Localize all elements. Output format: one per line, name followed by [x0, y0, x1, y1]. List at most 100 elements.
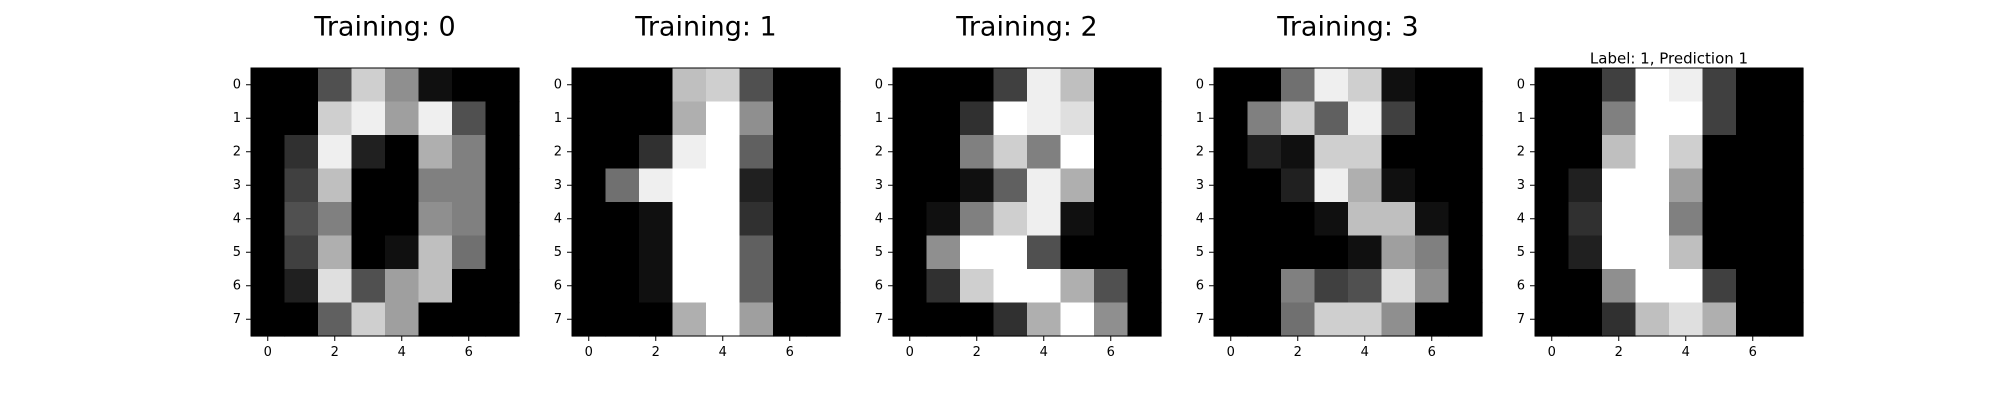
- pixel-cell: [706, 135, 741, 170]
- pixel-cell: [893, 269, 928, 304]
- pixel-cell: [1027, 202, 1062, 237]
- pixel-cell: [1669, 101, 1704, 136]
- pixel-cell: [1214, 135, 1249, 170]
- pixel-cell: [1535, 302, 1570, 337]
- pixel-cell: [385, 135, 420, 170]
- pixel-cell: [251, 135, 286, 170]
- pixel-cell: [418, 101, 453, 136]
- panel-title: Training: 1: [634, 12, 776, 43]
- pixel-cell: [806, 302, 841, 337]
- x-tick-label: 4: [1361, 345, 1369, 360]
- pixel-cell: [739, 235, 774, 270]
- pixel-cell: [1448, 68, 1483, 103]
- pixel-cell: [1448, 202, 1483, 237]
- pixel-cell: [960, 135, 995, 170]
- pixel-cell: [1247, 302, 1282, 337]
- pixel-cell: [1602, 235, 1637, 270]
- pixel-cell: [385, 235, 420, 270]
- x-tick-label: 6: [465, 345, 473, 360]
- pixel-cell: [251, 101, 286, 136]
- pixel-cell: [418, 68, 453, 103]
- y-tick-label: 4: [233, 211, 241, 226]
- pixel-cell: [1635, 235, 1670, 270]
- pixel-cell: [1602, 302, 1637, 337]
- pixel-cell: [1535, 235, 1570, 270]
- pixel-cell: [1214, 269, 1249, 304]
- pixel-cell: [773, 269, 808, 304]
- pixel-cell: [639, 202, 674, 237]
- pixel-cell: [1702, 135, 1737, 170]
- pixel-cell: [284, 202, 319, 237]
- pixel-cell: [639, 269, 674, 304]
- y-tick-label: 2: [233, 144, 241, 159]
- pixel-cell: [418, 302, 453, 337]
- pixel-cell: [351, 101, 386, 136]
- pixel-cell: [452, 168, 487, 203]
- y-tick-label: 5: [1196, 245, 1204, 260]
- panel-title: Training: 0: [313, 12, 455, 43]
- pixel-cell: [739, 302, 774, 337]
- pixel-cell: [351, 168, 386, 203]
- pixel-cell: [1535, 135, 1570, 170]
- pixel-cell: [1635, 168, 1670, 203]
- x-tick-label: 0: [1548, 345, 1556, 360]
- pixel-cell: [452, 302, 487, 337]
- y-tick-label: 7: [233, 312, 241, 327]
- y-tick-label: 6: [554, 278, 562, 293]
- pixel-cell: [926, 135, 961, 170]
- pixel-cell: [1635, 202, 1670, 237]
- pixel-cell: [1602, 202, 1637, 237]
- panel-title: Label: 1, Prediction 1: [1590, 50, 1748, 68]
- pixel-cell: [926, 269, 961, 304]
- pixel-cell: [1448, 135, 1483, 170]
- pixel-cell: [773, 235, 808, 270]
- pixel-cell: [284, 101, 319, 136]
- pixel-cell: [572, 135, 607, 170]
- x-tick-label: 6: [786, 345, 794, 360]
- pixel-cell: [572, 101, 607, 136]
- y-tick-label: 5: [1517, 245, 1525, 260]
- x-tick-label: 0: [906, 345, 914, 360]
- pixel-cell: [1736, 68, 1771, 103]
- pixel-cell: [452, 269, 487, 304]
- pixel-cell: [1127, 202, 1162, 237]
- pixel-cell: [251, 235, 286, 270]
- pixel-cell: [385, 269, 420, 304]
- pixel-cell: [993, 202, 1028, 237]
- pixel-cell: [351, 269, 386, 304]
- y-tick-label: 0: [1196, 77, 1204, 92]
- pixel-cell: [605, 235, 640, 270]
- pixel-cell: [1702, 68, 1737, 103]
- pixel-cell: [1094, 235, 1129, 270]
- pixel-cell: [960, 168, 995, 203]
- y-tick-label: 1: [1517, 111, 1525, 126]
- pixel-cell: [1247, 68, 1282, 103]
- pixel-cell: [351, 202, 386, 237]
- pixel-cell: [806, 168, 841, 203]
- pixel-cell: [318, 101, 353, 136]
- pixel-cell: [1348, 68, 1383, 103]
- y-tick-label: 3: [1517, 178, 1525, 193]
- y-tick-label: 5: [554, 245, 562, 260]
- pixel-cell: [318, 68, 353, 103]
- y-tick-label: 0: [1517, 77, 1525, 92]
- x-tick-label: 2: [1615, 345, 1623, 360]
- pixel-cell: [739, 101, 774, 136]
- pixel-cell: [1381, 302, 1416, 337]
- pixel-cell: [485, 235, 520, 270]
- pixel-cell: [1568, 101, 1603, 136]
- x-tick-label: 4: [719, 345, 727, 360]
- y-tick-label: 3: [1196, 178, 1204, 193]
- pixel-cell: [251, 202, 286, 237]
- pixel-cell: [605, 101, 640, 136]
- y-tick-label: 4: [875, 211, 883, 226]
- pixel-cell: [1281, 269, 1316, 304]
- y-tick-label: 1: [1196, 111, 1204, 126]
- pixel-cell: [1635, 302, 1670, 337]
- pixel-cell: [1381, 269, 1416, 304]
- pixel-cell: [485, 135, 520, 170]
- pixel-cell: [418, 202, 453, 237]
- y-tick-label: 1: [233, 111, 241, 126]
- pixel-cell: [1247, 101, 1282, 136]
- pixel-cell: [1602, 101, 1637, 136]
